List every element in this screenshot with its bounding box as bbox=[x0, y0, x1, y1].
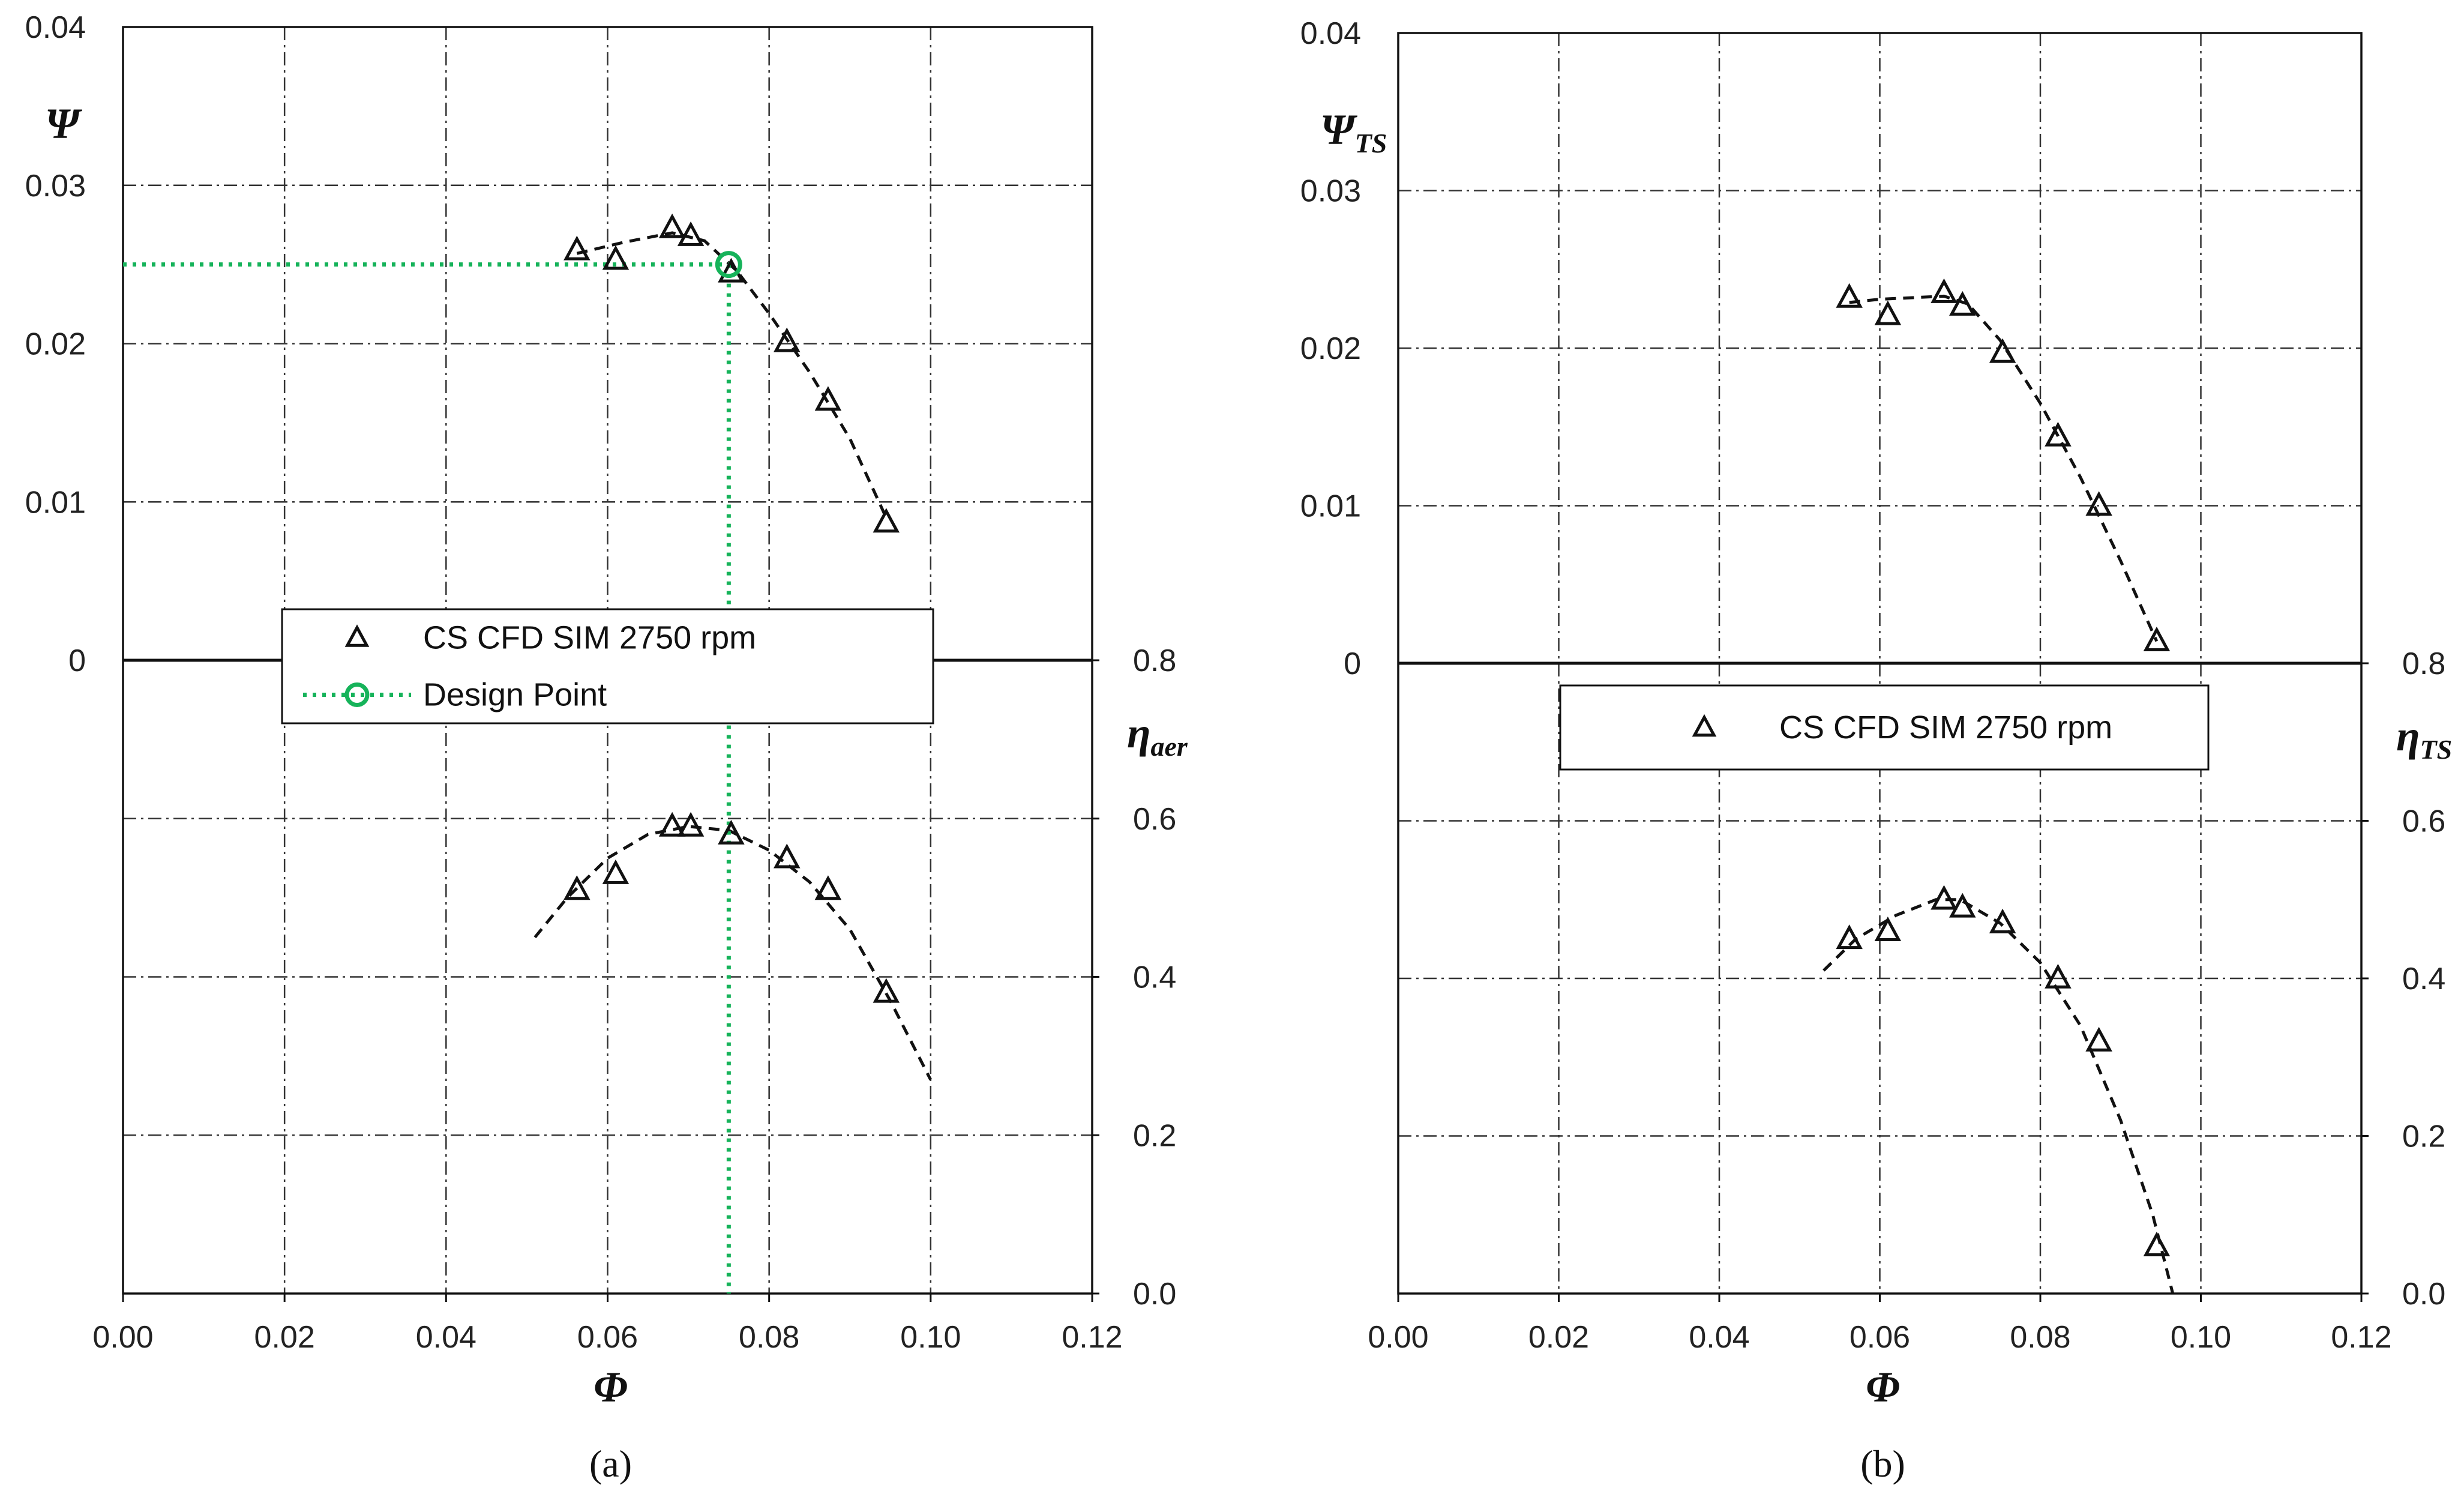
psi-point-b-7 bbox=[2143, 627, 2171, 651]
y-bottom-tick-label-b-3: 0.6 bbox=[2402, 804, 2445, 839]
y-top-label-b: ΨTS bbox=[1320, 106, 1387, 158]
psi-point-a-1 bbox=[602, 245, 630, 270]
y-top-tick-label-b-0: 0 bbox=[1344, 646, 1361, 681]
x-tick-label-a-6: 0.12 bbox=[1062, 1320, 1122, 1355]
legend-label-a-0: CS CFD SIM 2750 rpm bbox=[423, 620, 756, 656]
x-tick-label-b-4: 0.08 bbox=[2010, 1320, 2070, 1355]
y-top-tick-label-a-3: 0.03 bbox=[25, 169, 86, 203]
y-bottom-tick-label-b-2: 0.4 bbox=[2402, 962, 2445, 996]
x-tick-label-a-2: 0.04 bbox=[416, 1320, 476, 1355]
legend-marker-triangle-b bbox=[1692, 714, 1717, 737]
legend-box-b bbox=[1559, 684, 2210, 771]
panel-b: 0.00 0.02 0.04 0.06 0.08 0.10 0.12 0 0.01 0.02 0.0… bbox=[1300, 16, 2452, 1485]
y-bottom-tick-label-b-1: 0.2 bbox=[2402, 1119, 2445, 1154]
x-axis-label-a: Φ bbox=[593, 1363, 628, 1411]
psi-point-a-7 bbox=[873, 508, 900, 533]
x-tick-label-a-4: 0.08 bbox=[739, 1320, 799, 1355]
y-top-tick-label-a-0: 0 bbox=[68, 643, 86, 678]
psi-point-a-3 bbox=[677, 221, 705, 246]
eta-point-a-6 bbox=[814, 875, 842, 900]
y-bottom-tick-label-a-0: 0.0 bbox=[1133, 1277, 1176, 1312]
psi-point-b-0 bbox=[1836, 283, 1863, 308]
eta-point-a-7 bbox=[873, 978, 900, 1003]
x-tick-label-b-5: 0.10 bbox=[2171, 1320, 2231, 1355]
y-bottom-tick-label-a-2: 0.4 bbox=[1133, 960, 1176, 995]
design-point-marker bbox=[715, 251, 742, 279]
y-bottom-tick-label-a-4: 0.8 bbox=[1133, 643, 1176, 678]
eta-point-b-6 bbox=[2085, 1026, 2112, 1052]
psi-point-a-0 bbox=[563, 235, 590, 261]
fit-curve-eta-b bbox=[1822, 898, 2175, 1294]
eta-point-b-3 bbox=[1949, 893, 1976, 918]
eta-point-b-7 bbox=[2143, 1232, 2171, 1256]
psi-point-b-1 bbox=[1874, 300, 1902, 325]
x-tick-label-a-3: 0.06 bbox=[577, 1320, 638, 1355]
y-top-tick-label-b-1: 0.01 bbox=[1300, 489, 1361, 524]
eta-point-b-5 bbox=[2045, 963, 2072, 989]
x-tick-label-b-1: 0.02 bbox=[1528, 1320, 1589, 1355]
x-tick-label-b-6: 0.12 bbox=[2331, 1320, 2391, 1355]
fit-curve-psi-b bbox=[1849, 294, 2159, 642]
panel-a: 0.00 0.02 0.04 0.06 0.08 0.10 0.12 0 0.01 0.02 0.0… bbox=[25, 10, 1188, 1485]
y-bottom-tick-label-b-4: 0.8 bbox=[2402, 646, 2445, 681]
y-bottom-tick-label-b-0: 0.0 bbox=[2402, 1277, 2445, 1312]
legend-marker-triangle-a bbox=[344, 624, 370, 647]
psi-point-b-2 bbox=[1931, 278, 1958, 303]
psi-point-b-3 bbox=[1949, 291, 1976, 316]
eta-point-a-0 bbox=[563, 875, 590, 900]
y-bottom-tick-label-a-3: 0.6 bbox=[1133, 802, 1176, 837]
x-tick-label-a-1: 0.02 bbox=[254, 1320, 315, 1355]
psi-point-a-2 bbox=[658, 213, 686, 238]
psi-point-a-5 bbox=[774, 327, 801, 352]
legend-box-a bbox=[281, 608, 934, 724]
legend-label-a-1: Design Point bbox=[423, 677, 607, 713]
psi-point-b-4 bbox=[1989, 338, 2016, 363]
x-tick-label-b-3: 0.06 bbox=[1850, 1320, 1910, 1355]
y-top-tick-label-a-1: 0.01 bbox=[25, 485, 86, 520]
y-bottom-label-b: ηTS bbox=[2396, 712, 2452, 765]
x-axis-label-b: Φ bbox=[1866, 1363, 1900, 1411]
fit-curve-psi-a bbox=[576, 231, 888, 519]
eta-point-b-1 bbox=[1874, 917, 1902, 941]
y-bottom-label-a: ηaer bbox=[1127, 709, 1188, 762]
eta-point-a-3 bbox=[677, 812, 705, 837]
psi-point-b-6 bbox=[2085, 491, 2112, 516]
eta-point-a-1 bbox=[602, 859, 630, 884]
eta-point-b-2 bbox=[1931, 885, 1958, 910]
psi-point-b-5 bbox=[2045, 421, 2072, 447]
panel-label-a: (a) bbox=[589, 1442, 632, 1485]
fit-curve-eta-a bbox=[533, 825, 933, 1081]
x-tick-label-b-2: 0.04 bbox=[1689, 1320, 1749, 1355]
y-top-tick-label-b-2: 0.02 bbox=[1300, 331, 1361, 366]
y-top-label-a: Ψ bbox=[45, 100, 82, 148]
legend-design-marker bbox=[344, 682, 370, 707]
y-top-tick-label-b-4: 0.04 bbox=[1300, 16, 1361, 51]
y-top-tick-label-b-3: 0.03 bbox=[1300, 174, 1361, 209]
x-tick-label-a-0: 0.00 bbox=[92, 1320, 153, 1355]
y-top-tick-label-a-2: 0.02 bbox=[25, 327, 86, 362]
eta-point-b-4 bbox=[1989, 908, 2016, 933]
y-top-tick-label-a-4: 0.04 bbox=[25, 10, 86, 45]
eta-point-a-2 bbox=[658, 812, 686, 837]
eta-point-a-5 bbox=[774, 843, 801, 869]
legend-label-b-0: CS CFD SIM 2750 rpm bbox=[1779, 709, 2112, 745]
eta-point-b-0 bbox=[1836, 924, 1863, 950]
psi-point-a-6 bbox=[814, 386, 842, 411]
x-tick-label-b-0: 0.00 bbox=[1368, 1320, 1428, 1355]
panel-label-b: (b) bbox=[1860, 1442, 1905, 1485]
eta-point-a-4 bbox=[718, 819, 745, 845]
x-tick-label-a-5: 0.10 bbox=[900, 1320, 961, 1355]
y-bottom-tick-label-a-1: 0.2 bbox=[1133, 1118, 1176, 1153]
